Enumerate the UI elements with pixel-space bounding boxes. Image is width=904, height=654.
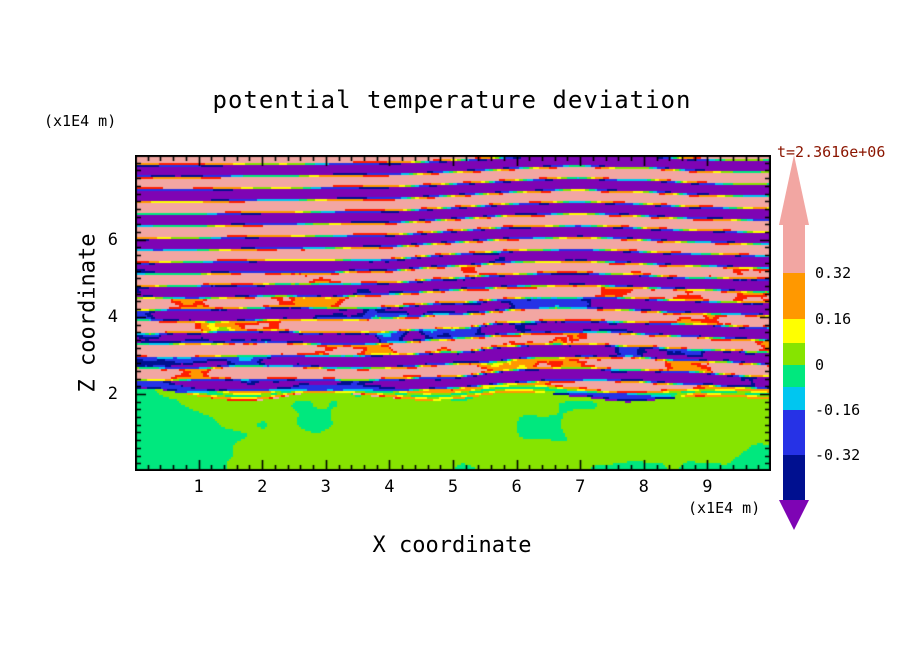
colorbar-tick-label: 0.16 [815,310,852,328]
x-tick-label: 2 [257,477,268,497]
colorbar-segment [783,365,805,387]
colorbar-segment [783,273,805,319]
colorbar-tick-label: -0.32 [815,446,861,464]
colorbar-arrow-up-icon [779,155,809,225]
x-tick-label: 3 [320,477,331,497]
colorbar-segment [783,343,805,365]
colorbar-segment [783,225,805,273]
colorbar-segment [783,410,805,455]
colorbar-tick-label: -0.16 [815,401,861,419]
x-tick-label: 9 [702,477,713,497]
x-tick-label: 4 [384,477,395,497]
z-tick-label: 2 [107,383,118,404]
x-tick-label: 1 [193,477,204,497]
z-tick-label: 4 [107,306,118,327]
colorbar-segment [783,319,805,343]
x-tick-label: 7 [575,477,586,497]
colorbar-segment [783,387,805,410]
x-tick-label: 6 [511,477,522,497]
time-label: t=2.3616e+06 [777,143,886,161]
x-axis-unit: (x1E4 m) [688,499,761,517]
x-tick-label: 8 [638,477,649,497]
colorbar-segments [783,225,805,500]
colorbar-tick-label: 0.32 [815,264,852,282]
plot-area [135,155,771,471]
x-tick-label: 5 [447,477,459,497]
z-axis-unit: (x1E4 m) [44,112,117,130]
z-tick-label: 6 [107,229,118,250]
colorbar-tick-label: 0 [815,356,825,374]
heatmap-canvas [135,155,771,471]
colorbar-arrow-down-icon [779,500,809,530]
chart-title: potential temperature deviation [212,86,692,114]
colorbar-segment [783,455,805,500]
x-axis-label: X coordinate [372,533,532,558]
colorbar: 0.32 0.16 0 -0.16 -0.32 [779,155,860,530]
